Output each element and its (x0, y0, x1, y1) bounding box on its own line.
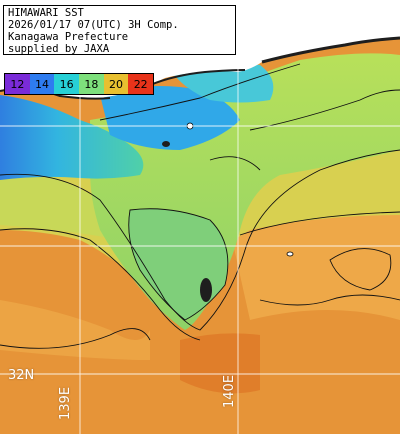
legend-entry-18: 18 (79, 74, 104, 94)
title-box: HIMAWARI SST 2026/01/17 07(UTC) 3H Comp.… (3, 5, 236, 55)
legend-label: 16 (59, 77, 74, 91)
coastline (261, 36, 400, 64)
island (162, 141, 170, 147)
legend-entry-22: 22 (128, 74, 154, 94)
yellow-green-west (0, 160, 120, 240)
lat-label-32n: 32N (8, 368, 35, 383)
legend-label: 20 (109, 77, 124, 91)
color-legend: 12 14 16 18 20 22 (4, 73, 154, 95)
island (286, 251, 294, 257)
cool-sea-west (0, 95, 144, 180)
mid-sea-east (230, 210, 400, 320)
legend-label: 14 (35, 77, 49, 91)
mid-sea-west (0, 300, 150, 360)
title-line-1: HIMAWARI SST (8, 7, 84, 19)
legend-label: 18 (84, 77, 99, 91)
cold-sea-bay (100, 86, 240, 150)
lon-label-139e: 139E (58, 386, 73, 420)
legend-entry-16: 16 (54, 74, 80, 94)
coastline-bay (149, 69, 246, 86)
title-line-4: supplied by JAXA (8, 43, 110, 55)
legend-entry-14: 14 (29, 74, 55, 94)
title-line-2: 2026/01/17 07(UTC) 3H Comp. (8, 19, 179, 31)
legend-label: 12 (10, 77, 25, 91)
island (200, 278, 212, 302)
lon-label-140e: 140E (222, 374, 237, 408)
legend-entry-12: 12 (5, 74, 30, 94)
title-line-3: Kanagawa Prefecture (8, 31, 129, 43)
legend-label: 22 (133, 77, 148, 91)
isotherms (0, 63, 400, 349)
legend-entry-20: 20 (103, 74, 129, 94)
deep-orange (180, 333, 260, 394)
